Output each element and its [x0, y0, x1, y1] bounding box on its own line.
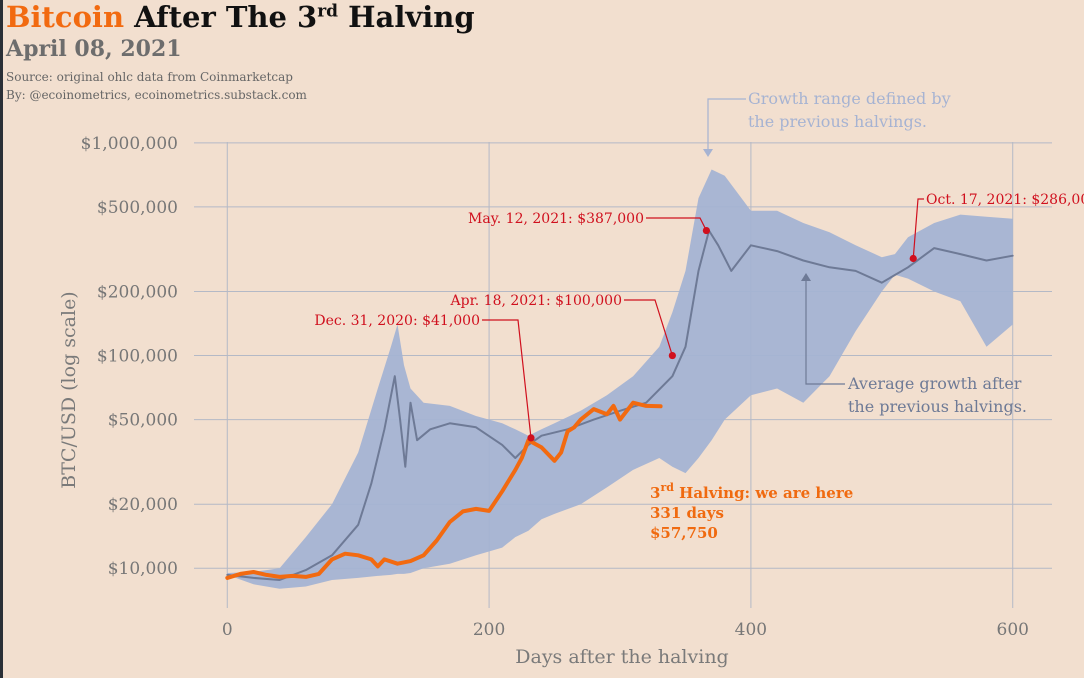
y-tick-label: $50,000 — [108, 411, 178, 431]
here-annotation: 3rd Halving: we are here — [650, 481, 853, 502]
range-annotation-line1: Growth range defined by — [748, 89, 951, 108]
series-layer — [225, 169, 1014, 589]
chart-title: Bitcoin After The 3rd Halving — [6, 0, 475, 34]
growth-range-band — [227, 169, 1013, 589]
here-annotation-sup: rd — [660, 481, 674, 494]
marker-leader — [624, 299, 673, 356]
x-tick-label: 200 — [473, 620, 505, 640]
y-tick-label: $1,000,000 — [81, 134, 178, 154]
y-tick-label: $100,000 — [97, 347, 178, 367]
annotation-layer: Dec. 31, 2020: $41,000 Apr. 18, 2021: $10… — [314, 98, 1084, 442]
here-days: 331 days — [650, 504, 724, 522]
title-end: Halving — [338, 0, 475, 34]
marker-label: May. 12, 2021: $387,000 — [468, 211, 644, 227]
marker-point — [668, 351, 676, 360]
y-tick-label: $20,000 — [108, 495, 178, 515]
third-halving-line — [225, 400, 663, 580]
source-line: Source: original ohlc data from Coinmark… — [6, 70, 293, 84]
x-tick-label: 400 — [735, 620, 767, 640]
y-tick-label: $10,000 — [108, 559, 178, 579]
marker-label: Apr. 18, 2021: $100,000 — [450, 293, 622, 309]
x-tick-label: 600 — [997, 620, 1029, 640]
y-tick-label: $500,000 — [97, 198, 178, 218]
by-line: By: @ecoinometrics, ecoinometrics.substa… — [6, 88, 307, 102]
marker-leader — [646, 217, 707, 231]
marker-leader — [482, 319, 532, 438]
marker-leader — [912, 198, 924, 259]
window-edge — [0, 0, 3, 678]
title-accent: Bitcoin — [6, 0, 125, 34]
title-superscript: rd — [317, 1, 339, 22]
average-arrowhead — [801, 273, 811, 281]
x-axis-label: Days after the halving — [515, 646, 728, 668]
range-arrowhead — [703, 149, 713, 157]
average-annotation-line2: the previous halvings. — [848, 397, 1027, 416]
marker-point — [702, 226, 711, 235]
marker-point — [909, 254, 917, 263]
marker-label: Oct. 17, 2021: $286,000 — [926, 192, 1084, 208]
chart-date: April 08, 2021 — [6, 36, 182, 62]
average-leader — [805, 280, 845, 385]
x-tick-label: 0 — [222, 620, 233, 640]
marker-label: Dec. 31, 2020: $41,000 — [314, 313, 480, 329]
y-axis-label: BTC/USD (log scale) — [58, 291, 80, 488]
marker-point — [527, 434, 535, 442]
here-annotation-pre: 3 — [650, 484, 660, 502]
average-annotation-line1: Average growth after — [847, 374, 1022, 393]
y-tick-label: $200,000 — [97, 283, 178, 303]
ticks: 0 200 400 600 $10,000 $20,000 $50,000 $100,000 $… — [81, 134, 1029, 640]
range-annotation-line2: the previous halvings. — [748, 112, 927, 131]
here-price: $57,750 — [650, 524, 718, 542]
title-text: After The 3 — [124, 0, 318, 34]
range-leader — [707, 98, 746, 150]
here-annotation-post: Halving: we are here — [674, 484, 853, 502]
